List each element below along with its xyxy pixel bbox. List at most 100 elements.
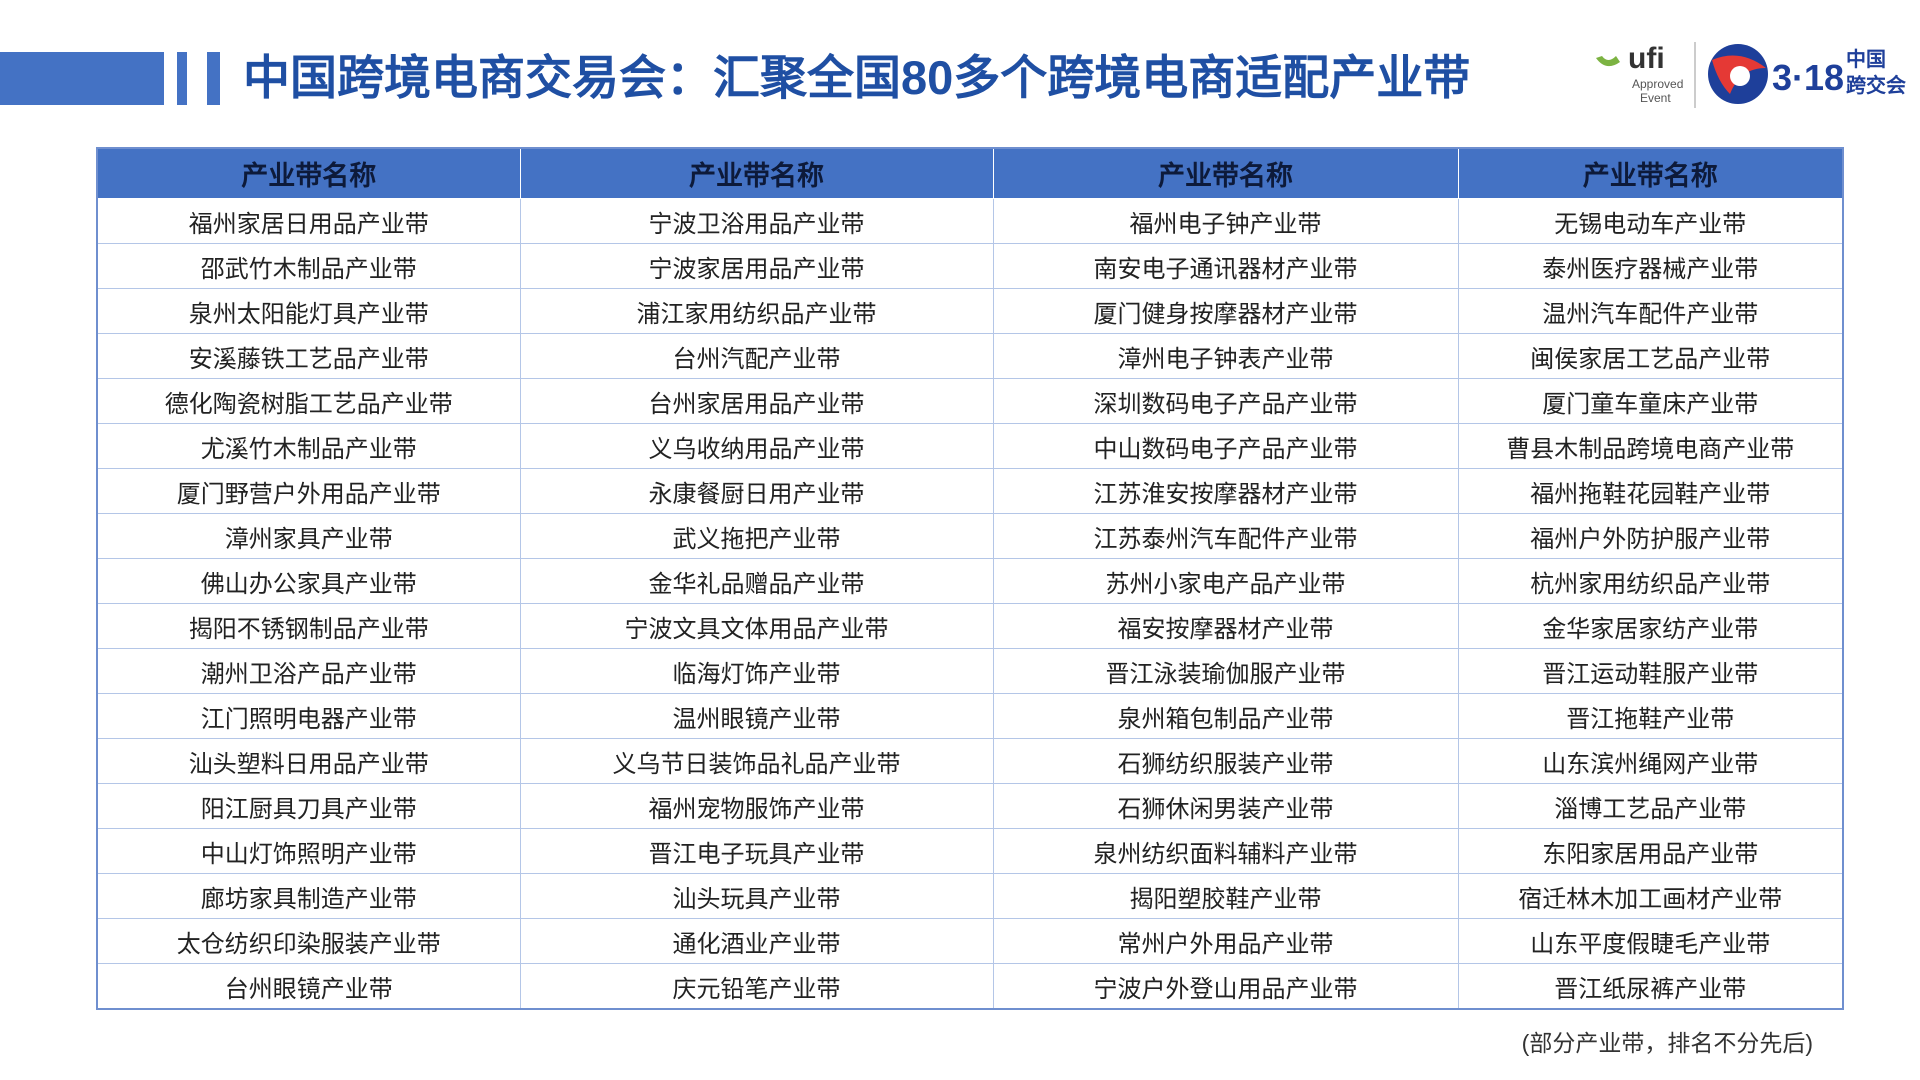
table-row: 台州眼镜产业带 庆元铅笔产业带 宁波户外登山用品产业带 晋江纸尿裤产业带: [96, 963, 1844, 1010]
column-header: 产业带名称: [992, 148, 1459, 199]
table-cell: 尤溪竹木制品产业带: [96, 423, 521, 469]
table-cell: 江苏淮安按摩器材产业带: [992, 468, 1459, 514]
table-row: 潮州卫浴产品产业带 临海灯饰产业带 晋江泳装瑜伽服产业带 晋江运动鞋服产业带: [96, 648, 1844, 694]
table-cell: 泉州箱包制品产业带: [992, 693, 1459, 739]
table-cell: 晋江电子玩具产业带: [519, 828, 994, 874]
table-row: 德化陶瓷树脂工艺品产业带 台州家居用品产业带 深圳数码电子产品产业带 厦门童车童床产业…: [96, 378, 1844, 424]
table-row: 佛山办公家具产业带 金华礼品赠品产业带 苏州小家电产品产业带 杭州家用纺织品产业带: [96, 558, 1844, 604]
table-cell: 金华家居家纺产业带: [1457, 603, 1844, 649]
table-cell: 苏州小家电产品产业带: [992, 558, 1459, 604]
table-cell: 福州拖鞋花园鞋产业带: [1457, 468, 1844, 514]
table-cell: 邵武竹木制品产业带: [96, 243, 521, 289]
table-cell: 泰州医疗器械产业带: [1457, 243, 1844, 289]
event-line: 中国: [1846, 47, 1886, 71]
table-cell: 晋江运动鞋服产业带: [1457, 648, 1844, 694]
table-cell: 安溪藤铁工艺品产业带: [96, 333, 521, 379]
table-cell: 义乌节日装饰品礼品产业带: [519, 738, 994, 784]
table-cell: 晋江拖鞋产业带: [1457, 693, 1844, 739]
column-header: 产业带名称: [96, 148, 521, 199]
table-cell: 南安电子通讯器材产业带: [992, 243, 1459, 289]
table-cell: 潮州卫浴产品产业带: [96, 648, 521, 694]
table-row: 中山灯饰照明产业带 晋江电子玩具产业带 泉州纺织面料辅料产业带 东阳家居用品产业带: [96, 828, 1844, 874]
table-row: 厦门野营户外用品产业带 永康餐厨日用产业带 江苏淮安按摩器材产业带 福州拖鞋花园鞋产业…: [96, 468, 1844, 514]
table-cell: 中山灯饰照明产业带: [96, 828, 521, 874]
table-cell: 深圳数码电子产品产业带: [992, 378, 1459, 424]
table-row: 阳江厨具刀具产业带 福州宠物服饰产业带 石狮休闲男装产业带 淄博工艺品产业带: [96, 783, 1844, 829]
table-cell: 山东平度假睫毛产业带: [1457, 918, 1844, 964]
table-cell: 阳江厨具刀具产业带: [96, 783, 521, 829]
table-cell: 闽侯家居工艺品产业带: [1457, 333, 1844, 379]
ufi-line: Event: [1640, 91, 1671, 105]
table-cell: 温州汽车配件产业带: [1457, 288, 1844, 334]
table-cell: 武义拖把产业带: [519, 513, 994, 559]
table-row: 安溪藤铁工艺品产业带 台州汽配产业带 漳州电子钟表产业带 闽侯家居工艺品产业带: [96, 333, 1844, 379]
header-bar: [0, 52, 164, 105]
table-cell: 宁波卫浴用品产业带: [519, 198, 994, 244]
table-cell: 金华礼品赠品产业带: [519, 558, 994, 604]
table-row: 廊坊家具制造产业带 汕头玩具产业带 揭阳塑胶鞋产业带 宿迁林木加工画材产业带: [96, 873, 1844, 919]
table-cell: 中山数码电子产品产业带: [992, 423, 1459, 469]
table-body: 福州家居日用品产业带 宁波卫浴用品产业带 福州电子钟产业带 无锡电动车产业带 邵武竹木制…: [96, 198, 1844, 1010]
event-mark: [1730, 66, 1750, 86]
table-row: 福州家居日用品产业带 宁波卫浴用品产业带 福州电子钟产业带 无锡电动车产业带: [96, 198, 1844, 244]
title: 中国跨境电商交易会：汇聚全国80多个跨境电商适配产业带: [243, 51, 1471, 104]
ufi-mark: [1596, 56, 1620, 67]
table-cell: 太仓纺织印染服装产业带: [96, 918, 521, 964]
footnote: (部分产业带，排名不分先后): [1521, 1030, 1813, 1056]
event-line: 跨交会: [1846, 73, 1906, 97]
table-cell: 泉州太阳能灯具产业带: [96, 288, 521, 334]
industry-table: 产业带名称 产业带名称 产业带名称 产业带名称 福州家居日用品产业带 宁波卫浴用品产业带…: [96, 147, 1844, 1010]
table-cell: 庆元铅笔产业带: [519, 963, 994, 1010]
table-cell: 福州家居日用品产业带: [96, 198, 521, 244]
table-cell: 厦门健身按摩器材产业带: [992, 288, 1459, 334]
table-row: 泉州太阳能灯具产业带 浦江家用纺织品产业带 厦门健身按摩器材产业带 温州汽车配件产业带: [96, 288, 1844, 334]
table-cell: 福安按摩器材产业带: [992, 603, 1459, 649]
table-cell: 东阳家居用品产业带: [1457, 828, 1844, 874]
table-row: 漳州家具产业带 武义拖把产业带 江苏泰州汽车配件产业带 福州户外防护服产业带: [96, 513, 1844, 559]
table-cell: 晋江纸尿裤产业带: [1457, 963, 1844, 1010]
table-cell: 通化酒业产业带: [519, 918, 994, 964]
table-cell: 江门照明电器产业带: [96, 693, 521, 739]
table-row: 邵武竹木制品产业带 宁波家居用品产业带 南安电子通讯器材产业带 泰州医疗器械产业带: [96, 243, 1844, 289]
table-cell: 石狮纺织服装产业带: [992, 738, 1459, 784]
table-cell: 汕头塑料日用品产业带: [96, 738, 521, 784]
table-cell: 晋江泳装瑜伽服产业带: [992, 648, 1459, 694]
table-cell: 揭阳不锈钢制品产业带: [96, 603, 521, 649]
table-cell: 无锡电动车产业带: [1457, 198, 1844, 244]
table-cell: 曹县木制品跨境电商产业带: [1457, 423, 1844, 469]
table-cell: 宁波文具文体用品产业带: [519, 603, 994, 649]
table-cell: 义乌收纳用品产业带: [519, 423, 994, 469]
table-cell: 石狮休闲男装产业带: [992, 783, 1459, 829]
table-row: 江门照明电器产业带 温州眼镜产业带 泉州箱包制品产业带 晋江拖鞋产业带: [96, 693, 1844, 739]
table-cell: 永康餐厨日用产业带: [519, 468, 994, 514]
header-row: 产业带名称 产业带名称 产业带名称 产业带名称: [96, 148, 1844, 199]
table-row: 尤溪竹木制品产业带 义乌收纳用品产业带 中山数码电子产品产业带 曹县木制品跨境电商产业…: [96, 423, 1844, 469]
table-row: 揭阳不锈钢制品产业带 宁波文具文体用品产业带 福安按摩器材产业带 金华家居家纺产业带: [96, 603, 1844, 649]
column-header: 产业带名称: [519, 148, 994, 199]
logos: ufi Approved Event 3·18 中国 跨交会: [1596, 42, 1906, 108]
column-header: 产业带名称: [1457, 148, 1844, 199]
table-cell: 杭州家用纺织品产业带: [1457, 558, 1844, 604]
table-cell: 汕头玩具产业带: [519, 873, 994, 919]
table-cell: 温州眼镜产业带: [519, 693, 994, 739]
table-cell: 常州户外用品产业带: [992, 918, 1459, 964]
table-cell: 临海灯饰产业带: [519, 648, 994, 694]
table-cell: 宁波户外登山用品产业带: [992, 963, 1459, 1010]
table-cell: 宁波家居用品产业带: [519, 243, 994, 289]
table-cell: 泉州纺织面料辅料产业带: [992, 828, 1459, 874]
table-cell: 山东滨州绳网产业带: [1457, 738, 1844, 784]
table-cell: 廊坊家具制造产业带: [96, 873, 521, 919]
table-cell: 福州宠物服饰产业带: [519, 783, 994, 829]
table-cell: 宿迁林木加工画材产业带: [1457, 873, 1844, 919]
table-cell: 揭阳塑胶鞋产业带: [992, 873, 1459, 919]
header-stripe: [207, 52, 220, 105]
ufi-brand: ufi: [1628, 42, 1665, 75]
table-cell: 福州电子钟产业带: [992, 198, 1459, 244]
table-cell: 台州家居用品产业带: [519, 378, 994, 424]
table-cell: 福州户外防护服产业带: [1457, 513, 1844, 559]
table-cell: 德化陶瓷树脂工艺品产业带: [96, 378, 521, 424]
table-cell: 厦门野营户外用品产业带: [96, 468, 521, 514]
ufi-line: Approved: [1632, 77, 1683, 91]
table-cell: 淄博工艺品产业带: [1457, 783, 1844, 829]
